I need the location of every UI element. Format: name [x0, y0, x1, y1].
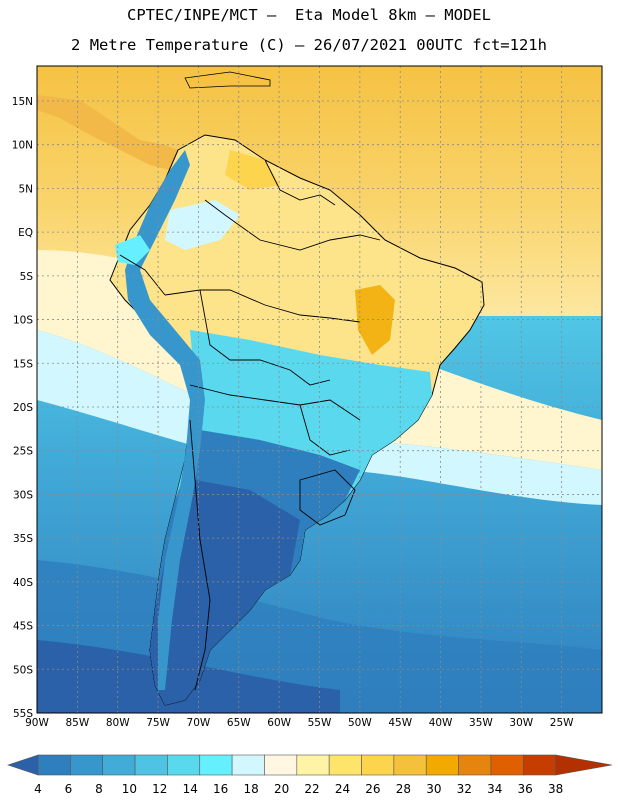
- country-borders: [119, 159, 381, 691]
- ocean-transition-band: [37, 330, 602, 505]
- land-caribbean-islands: [184, 71, 271, 89]
- colorbar-label: 8: [95, 782, 103, 796]
- lat-tick-label: 35S: [13, 533, 33, 545]
- colorbar-segment: [199, 754, 233, 776]
- colorbar-segment: [522, 754, 556, 776]
- lat-tick-label: 45S: [13, 621, 33, 633]
- colorbar-segment: [296, 754, 330, 776]
- land-central-america: [37, 95, 178, 170]
- colorbar-label: 20: [274, 782, 289, 796]
- title-line-2: 2 Metre Temperature (C) – 26/07/2021 00U…: [71, 36, 547, 54]
- lon-tick-label: 45W: [388, 717, 412, 729]
- colorbar-label: 32: [457, 782, 472, 796]
- lat-tick-label: 10N: [12, 140, 33, 152]
- colorbar-label: 6: [65, 782, 73, 796]
- lon-tick-label: 65W: [227, 717, 251, 729]
- land-andes: [125, 150, 205, 690]
- lon-tick-label: 70W: [187, 717, 211, 729]
- lat-tick-label: 10S: [13, 315, 33, 327]
- lon-tick-label: 35W: [469, 717, 493, 729]
- map-frame: [36, 65, 603, 714]
- colorbar-label: 10: [122, 782, 137, 796]
- lon-tick-label: 75W: [146, 717, 170, 729]
- lon-tick-label: 85W: [65, 717, 89, 729]
- lat-tick-label: 5S: [20, 271, 34, 283]
- lon-tick-label: 90W: [25, 717, 49, 729]
- colorbar-segment: [490, 754, 524, 776]
- colorbar-label: 30: [426, 782, 441, 796]
- colorbar-segment: [37, 754, 71, 776]
- map-area: [37, 66, 602, 713]
- land-coldest-region: [150, 480, 300, 705]
- land-hot-spot: [355, 285, 395, 355]
- colorbar-segment: [361, 754, 395, 776]
- colorbar-label: 16: [213, 782, 228, 796]
- colorbar: 4 6 8 10 12 14 16 18 20 22 24 26 28 30 32 34 36 38: [7, 754, 613, 796]
- colorbar-right-arrow: [555, 754, 613, 776]
- lon-tick-label: 50W: [348, 717, 372, 729]
- colorbar-segment: [231, 754, 265, 776]
- colorbar-label: 38: [548, 782, 563, 796]
- colorbar-segment: [264, 754, 298, 776]
- colorbar-segment: [393, 754, 427, 776]
- colorbar-label: 24: [335, 782, 350, 796]
- lat-tick-label: 5N: [18, 183, 33, 195]
- colorbar-segment: [425, 754, 459, 776]
- lat-tick-label: 25S: [13, 446, 33, 458]
- colorbar-label: 34: [487, 782, 502, 796]
- lat-tick-label: 55S: [13, 708, 33, 720]
- lat-tick-label: 30S: [13, 489, 33, 501]
- lon-tick-label: 60W: [267, 717, 291, 729]
- lat-tick-label: 50S: [13, 664, 33, 676]
- colorbar-label: 36: [518, 782, 533, 796]
- colorbar-segment: [70, 754, 104, 776]
- colorbar-label: 18: [244, 782, 259, 796]
- lon-ticks: 90W 85W 80W 75W 70W 65W 60W 55W 50W 45W 40W 35W 30W 2…: [25, 717, 574, 729]
- colorbar-segment: [328, 754, 362, 776]
- lat-tick-label: 15S: [13, 358, 33, 370]
- lon-tick-label: 80W: [106, 717, 130, 729]
- lat-ticks: 15N 10N 5N EQ 5S 10S 15S 20S 25S 30S 35S 40S 45S 50S 5…: [12, 96, 34, 720]
- land-venezuela-warm: [225, 150, 280, 190]
- lon-tick-label: 30W: [509, 717, 533, 729]
- lat-tick-label: EQ: [18, 227, 33, 239]
- colorbar-segment: [458, 754, 492, 776]
- gridlines: [37, 66, 602, 713]
- lat-tick-label: 15N: [12, 96, 33, 108]
- title-line-1: CPTEC/INPE/MCT – Eta Model 8km – MODEL: [127, 6, 491, 24]
- colorbar-label: 22: [304, 782, 319, 796]
- lat-tick-label: 20S: [13, 402, 33, 414]
- lat-tick-label: 40S: [13, 577, 33, 589]
- lon-tick-label: 40W: [429, 717, 453, 729]
- colorbar-label: 26: [365, 782, 380, 796]
- colorbar-label: 4: [34, 782, 42, 796]
- lon-tick-label: 25W: [550, 717, 574, 729]
- colorbar-segment: [134, 754, 168, 776]
- lon-tick-label: 55W: [308, 717, 332, 729]
- colorbar-left-arrow: [7, 754, 39, 776]
- colorbar-label: 14: [183, 782, 198, 796]
- colorbar-label: 12: [152, 782, 167, 796]
- colorbar-segment: [167, 754, 201, 776]
- colorbar-segment: [102, 754, 136, 776]
- colorbar-label: 28: [396, 782, 411, 796]
